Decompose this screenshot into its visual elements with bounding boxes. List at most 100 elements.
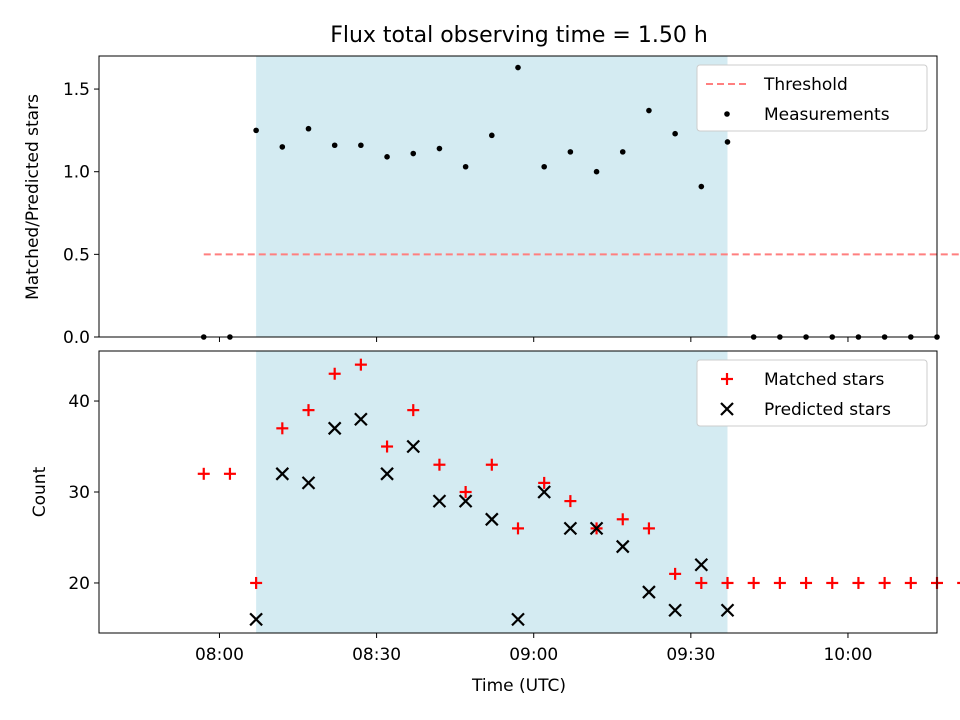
bottom-series-predicted-stars-point-b [563, 521, 578, 536]
bottom-series-predicted-stars-point-b [354, 412, 368, 427]
top-series-measurements-point [489, 132, 495, 139]
top-series-measurements-point [515, 64, 521, 71]
bottom-series-matched-stars-point [354, 358, 367, 371]
top-ytick-label: 0.5 [63, 245, 90, 265]
bottom-series-predicted-stars-point-b [720, 603, 735, 618]
top-legend-box [696, 64, 928, 132]
bottom-series-predicted-stars-point-b [668, 603, 682, 618]
bottom-legend-matched-stars-label: Matched stars [764, 370, 884, 390]
bottom-series-matched-stars-point [904, 576, 917, 589]
bottom-series-predicted-stars-point [668, 603, 682, 618]
top-series-measurements-point [358, 142, 364, 149]
bottom-series-predicted-stars-point [589, 521, 604, 536]
chart-title: Flux total observing time = 1.50 h [330, 23, 708, 48]
bottom-series-predicted-stars-point-b [485, 512, 499, 527]
bottom-ytick-label: 20 [68, 574, 90, 594]
bottom-series-predicted-stars-point-b [589, 521, 604, 536]
xtick-label: 09:30 [666, 645, 715, 665]
top-series-measurements-point [279, 144, 286, 150]
bottom-legend-predicted-stars-swatch-b [720, 402, 734, 416]
bottom-series-predicted-stars-point-b [301, 476, 316, 490]
bottom-series-matched-stars-point [485, 458, 498, 471]
bottom-series-matched-stars-point [459, 486, 472, 498]
bottom-ytick-label: 30 [68, 483, 90, 503]
top-legend-measurements-swatch [724, 111, 730, 117]
bottom-series-predicted-stars-point [458, 494, 473, 508]
bottom-series-predicted-stars-point-b [642, 585, 656, 599]
bottom-series-matched-stars-point [564, 495, 577, 508]
xtick-label: 08:00 [195, 645, 244, 665]
top-series-measurements-point [410, 150, 417, 157]
top-series-measurements-point [462, 163, 469, 170]
bottom-series-predicted-stars-point [485, 512, 499, 527]
bottom-series-matched-stars-point [223, 467, 236, 480]
top-ytick-label: 0.0 [63, 328, 90, 348]
bottom-series-matched-stars-point [538, 476, 551, 489]
top-series-measurements-point [436, 145, 443, 152]
bottom-legend: Matched stars Predicted stars [696, 359, 928, 427]
bottom-series-matched-stars-point [800, 576, 813, 589]
bottom-series-predicted-stars-point-b [275, 467, 290, 481]
bottom-series-matched-stars-point [721, 576, 734, 589]
bottom-series-predicted-stars-point-b [380, 467, 394, 481]
bottom-series-predicted-stars-point-b [537, 485, 551, 499]
top-series-measurements-point [724, 139, 731, 145]
bottom-observing-span [256, 351, 728, 633]
top-series-measurements-point [593, 168, 600, 175]
top-observing-span [256, 56, 728, 337]
bottom-series-predicted-stars-point [354, 412, 368, 427]
top-series-measurements-point [567, 149, 574, 155]
bottom-series-predicted-stars-point [694, 557, 709, 572]
bottom-legend-box [696, 359, 928, 427]
bottom-series-matched-stars-point [957, 581, 960, 585]
bottom-series-matched-stars-point [197, 467, 210, 480]
bottom-y-axis-label: Count [30, 466, 50, 517]
top-series-measurements-point [253, 127, 259, 134]
top-y-axis-label: Matched/Predicted stars [23, 94, 43, 300]
bottom-legend-predicted-stars-swatch [720, 402, 734, 416]
top-series-measurements-point [619, 149, 626, 155]
bottom-series-predicted-stars-point [615, 539, 630, 554]
bottom-series-matched-stars-point [328, 367, 341, 380]
bottom-series-matched-stars-point [616, 513, 629, 526]
bottom-series-predicted-stars-point-b [694, 557, 709, 572]
bottom-series-predicted-stars-point-b [406, 439, 421, 454]
top-series-measurements-point [698, 183, 705, 190]
top-series-measurements-point [331, 142, 338, 149]
bottom-legend-matched-stars-swatch [721, 373, 733, 385]
top-legend-threshold-label: Threshold [763, 75, 848, 95]
bottom-series-predicted-stars-point [720, 603, 735, 618]
bottom-series-matched-stars-point [747, 576, 760, 589]
bottom-panel: 20 30 40 08:00 08:30 09:00 09:30 10:00 Matched s… [68, 350, 960, 665]
bottom-series-matched-stars-point [250, 576, 263, 589]
bottom-series-matched-stars-point [433, 458, 446, 471]
bottom-series-predicted-stars-point [249, 612, 263, 627]
top-series-measurements-point [646, 107, 652, 114]
x-axis-label: Time (UTC) [471, 676, 566, 696]
top-series-measurements-point [384, 154, 390, 160]
xtick-label: 10:00 [823, 645, 872, 665]
bottom-series-predicted-stars-point-b [327, 421, 342, 436]
top-ytick-label: 1.5 [63, 80, 90, 100]
bottom-series-predicted-stars-point-b [615, 539, 630, 554]
bottom-series-matched-stars-point [381, 440, 394, 453]
bottom-series-predicted-stars-point-b [458, 494, 473, 508]
top-legend-measurements-label: Measurements [764, 105, 890, 125]
bottom-series-predicted-stars-point [537, 485, 551, 499]
top-series-measurements-point [541, 163, 547, 170]
bottom-series-matched-stars-point [852, 576, 865, 589]
bottom-series-matched-stars-point [695, 576, 708, 589]
bottom-series-matched-stars-point [669, 567, 682, 580]
bottom-series-predicted-stars-point [406, 439, 421, 454]
bottom-series-predicted-stars-point [327, 421, 342, 436]
bottom-series-predicted-stars-point [511, 612, 525, 627]
top-series-measurements-point [305, 125, 312, 132]
top-panel: 0.0 0.5 1.0 1.5 Threshold Measurements [63, 55, 960, 348]
bottom-series-predicted-stars-point-b [249, 612, 263, 627]
bottom-legend-predicted-stars-label: Predicted stars [764, 400, 891, 420]
top-legend: Threshold Measurements [696, 64, 928, 132]
bottom-series-predicted-stars-point [432, 494, 447, 508]
bottom-series-predicted-stars-point-b [432, 494, 447, 508]
bottom-series-matched-stars-point [826, 576, 839, 589]
